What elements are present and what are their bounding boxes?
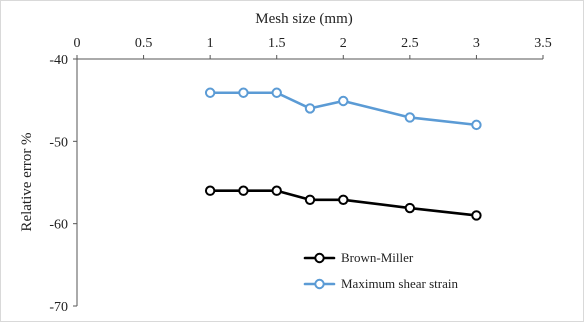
x-tick-label: 2.5 bbox=[401, 36, 419, 51]
y-axis-title: Relative error % bbox=[19, 132, 35, 231]
x-tick-label: 0 bbox=[74, 36, 81, 51]
legend-label: Maximum shear strain bbox=[341, 276, 458, 291]
legend-marker bbox=[314, 252, 325, 264]
data-point-s0-2 bbox=[271, 185, 282, 196]
data-point-s0-5 bbox=[404, 202, 416, 214]
y-tick-label: -40 bbox=[49, 53, 68, 68]
legend-item: Brown-Miller bbox=[303, 250, 414, 265]
x-axis-title: Mesh size (mm) bbox=[255, 11, 352, 27]
x-tick-label: 3.5 bbox=[534, 36, 552, 51]
data-point-s0-0 bbox=[204, 185, 216, 196]
y-tick-label: -60 bbox=[49, 218, 68, 233]
x-tick-label: 1 bbox=[207, 36, 214, 51]
data-point-s1-4 bbox=[338, 95, 349, 107]
axes: 0 0.5 1 1.5 2 2.5 3 3.5 -40 -50 -60 -70 bbox=[49, 36, 551, 315]
x-tick-label: 3 bbox=[473, 36, 480, 51]
data-point-s0-4 bbox=[338, 194, 349, 205]
x-tick-label: 0.5 bbox=[135, 36, 153, 51]
data-point-s1-3 bbox=[304, 103, 316, 114]
legend: Brown-Miller Maximum shear strain bbox=[303, 250, 458, 291]
y-tick-label: -70 bbox=[49, 300, 68, 315]
legend-marker bbox=[314, 278, 325, 290]
data-point-s1-2 bbox=[271, 87, 282, 98]
x-tick-label: 1.5 bbox=[268, 36, 286, 51]
legend-item: Maximum shear strain bbox=[303, 276, 458, 291]
data-point-s1-1 bbox=[238, 87, 249, 98]
y-tick-label: -50 bbox=[49, 135, 68, 150]
data-point-s0-6 bbox=[471, 210, 482, 221]
data-point-s1-6 bbox=[471, 119, 482, 131]
legend-label: Brown-Miller bbox=[341, 250, 414, 265]
series-1 bbox=[204, 87, 482, 131]
series-layer bbox=[204, 87, 482, 221]
data-point-s0-3 bbox=[304, 194, 316, 205]
data-point-s1-0 bbox=[204, 87, 216, 98]
x-tick-label: 2 bbox=[340, 36, 347, 51]
data-point-s1-5 bbox=[404, 112, 416, 123]
data-point-s0-1 bbox=[238, 185, 249, 196]
series-0 bbox=[204, 185, 482, 221]
